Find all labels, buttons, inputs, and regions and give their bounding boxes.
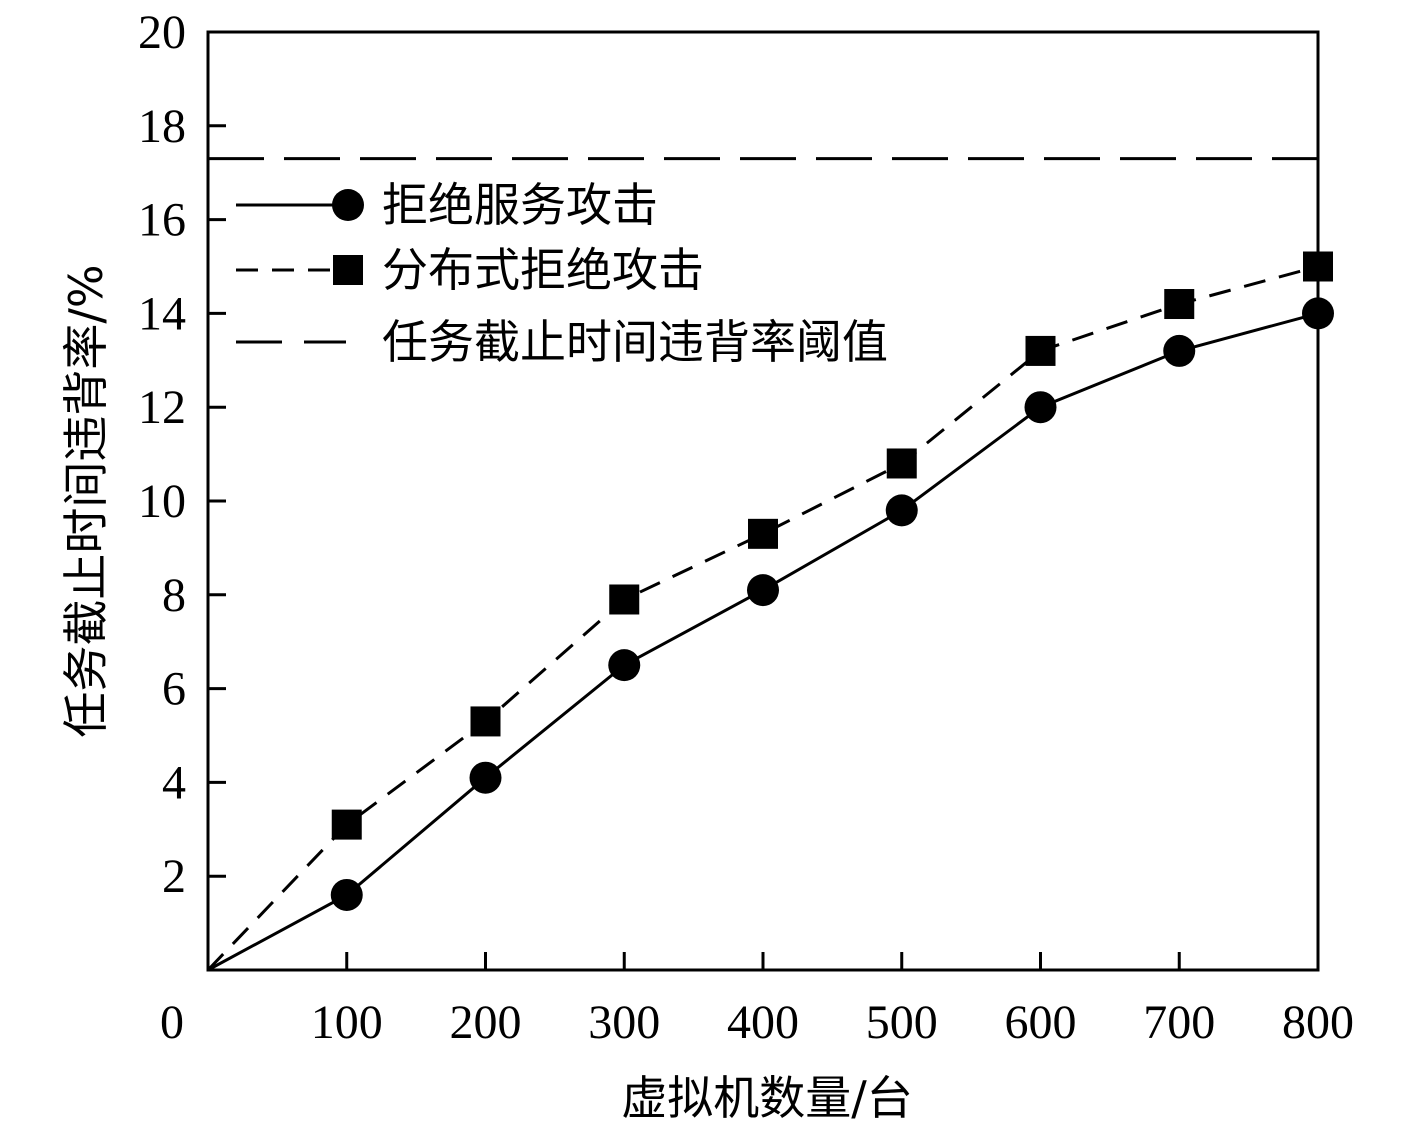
plot-frame xyxy=(206,30,1320,972)
y-tick-label: 16 xyxy=(138,194,186,247)
x-tick-label: 300 xyxy=(588,996,660,1049)
y-axis-title: 任务截止时间违背率/% xyxy=(59,264,113,737)
square-marker xyxy=(886,448,917,479)
circle-marker xyxy=(1302,297,1334,330)
x-tick-label: 200 xyxy=(450,996,522,1049)
square-marker xyxy=(470,706,501,737)
y-tick-label: 18 xyxy=(138,100,186,153)
circle-marker xyxy=(747,574,779,607)
legend-label: 拒绝服务攻击 xyxy=(382,178,658,232)
series-1 xyxy=(207,297,1334,972)
legend-circle-marker xyxy=(332,189,364,221)
y-tick-label: 8 xyxy=(162,569,186,622)
series-2 xyxy=(206,251,1333,972)
square-marker xyxy=(609,584,640,615)
y-tick-label: 12 xyxy=(138,381,186,434)
circle-marker xyxy=(885,494,918,527)
x-tick-label: 500 xyxy=(866,996,938,1049)
y-tick-label: 10 xyxy=(138,475,186,528)
y-tick-label: 14 xyxy=(138,287,186,340)
legend-square-marker xyxy=(333,255,363,285)
y-tick-label: 2 xyxy=(162,850,186,903)
circle-marker xyxy=(469,761,502,794)
series-layer xyxy=(206,157,1334,972)
x-axis-title: 虚拟机数量/台 xyxy=(621,1071,913,1125)
square-marker xyxy=(1025,335,1056,366)
series-line xyxy=(207,311,1319,972)
square-marker xyxy=(748,518,778,549)
y-axis-ticks: 2 4 6 8 10 12 14 16 18 20 xyxy=(138,6,226,903)
plot-border xyxy=(206,30,1320,972)
x-axis-ticks: 100 200 300 400 500 600 700 800 xyxy=(311,952,1354,1049)
square-marker xyxy=(1164,289,1195,320)
y-tick-label: 4 xyxy=(162,756,186,809)
square-marker xyxy=(1303,251,1333,282)
legend-item: 拒绝服务攻击 xyxy=(236,178,658,232)
x-tick-label: 400 xyxy=(727,996,799,1049)
x-tick-label: 800 xyxy=(1282,996,1354,1049)
circle-marker xyxy=(1024,391,1057,424)
origin-tick-label: 0 xyxy=(160,996,184,1049)
legend-item: 任务截止时间违背率阈值 xyxy=(236,315,888,369)
square-marker xyxy=(331,809,362,840)
circle-marker xyxy=(330,878,363,911)
legend-label: 分布式拒绝攻击 xyxy=(382,243,704,297)
legend-item: 分布式拒绝攻击 xyxy=(236,243,704,297)
x-tick-label: 600 xyxy=(1005,996,1077,1049)
circle-marker xyxy=(1163,334,1196,367)
x-tick-label: 700 xyxy=(1143,996,1215,1049)
series-line xyxy=(206,265,1319,972)
y-tick-label: 20 xyxy=(138,6,186,59)
y-tick-label: 6 xyxy=(162,663,186,716)
legend-label: 任务截止时间违背率阈值 xyxy=(382,315,888,369)
circle-marker xyxy=(608,649,641,682)
x-tick-label: 100 xyxy=(311,996,383,1049)
